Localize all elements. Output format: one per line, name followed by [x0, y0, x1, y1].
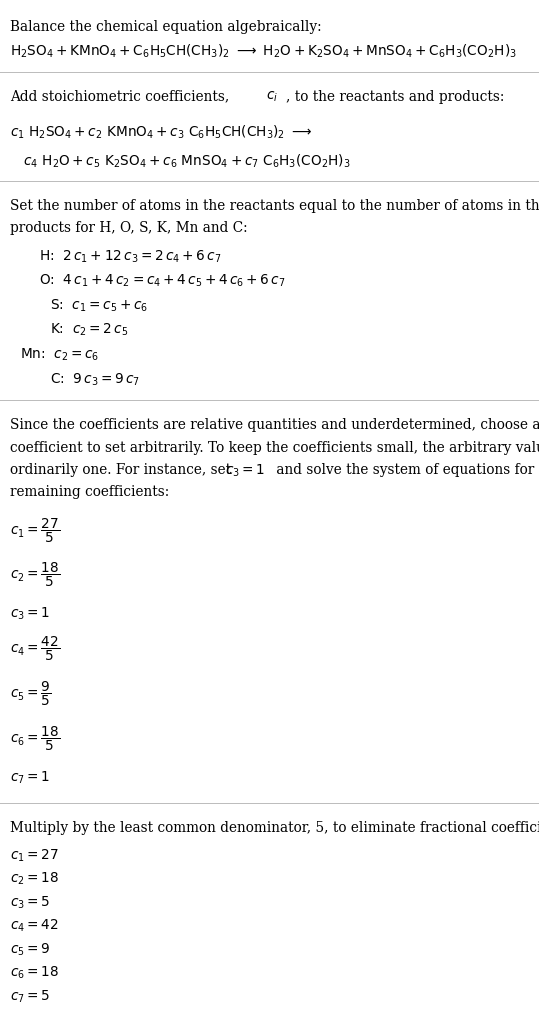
Text: Mn:  $c_2 = c_6$: Mn: $c_2 = c_6$ [20, 346, 100, 363]
Text: $\quad c_4\ \mathrm{H_2O} + c_5\ \mathrm{K_2SO_4} + c_6\ \mathrm{MnSO_4} + c_7\ : $\quad c_4\ \mathrm{H_2O} + c_5\ \mathrm… [10, 152, 350, 170]
Text: $c_3 = 1$: $c_3 = 1$ [10, 606, 50, 623]
Text: products for H, O, S, K, Mn and C:: products for H, O, S, K, Mn and C: [10, 221, 247, 236]
Text: $c_1\ \mathrm{H_2SO_4} + c_2\ \mathrm{KMnO_4} + c_3\ \mathrm{C_6H_5CH(CH_3)_2}\ : $c_1\ \mathrm{H_2SO_4} + c_2\ \mathrm{KM… [10, 123, 312, 140]
Text: $c_2 = \dfrac{18}{5}$: $c_2 = \dfrac{18}{5}$ [10, 561, 60, 589]
Text: and solve the system of equations for the: and solve the system of equations for th… [272, 463, 539, 477]
Text: $c_4 = 42$: $c_4 = 42$ [10, 917, 58, 934]
Text: , to the reactants and products:: , to the reactants and products: [286, 89, 505, 104]
Text: $c_3 = 5$: $c_3 = 5$ [10, 894, 50, 910]
Text: $c_7 = 5$: $c_7 = 5$ [10, 989, 50, 1005]
Text: Balance the chemical equation algebraically:: Balance the chemical equation algebraica… [10, 20, 321, 35]
Text: $c_5 = 9$: $c_5 = 9$ [10, 941, 50, 958]
Text: ordinarily one. For instance, set: ordinarily one. For instance, set [10, 463, 235, 477]
Text: $c_7 = 1$: $c_7 = 1$ [10, 769, 50, 785]
Text: $c_6 = 18$: $c_6 = 18$ [10, 964, 59, 981]
Text: C:  $9\,c_3 = 9\,c_7$: C: $9\,c_3 = 9\,c_7$ [50, 371, 140, 388]
Text: O:  $4\,c_1 + 4\,c_2 = c_4 + 4\,c_5 + 4\,c_6 + 6\,c_7$: O: $4\,c_1 + 4\,c_2 = c_4 + 4\,c_5 + 4\,… [39, 273, 286, 290]
Text: $c_1 = \dfrac{27}{5}$: $c_1 = \dfrac{27}{5}$ [10, 516, 60, 545]
Text: $c_i$: $c_i$ [266, 89, 278, 104]
Text: $c_2 = 18$: $c_2 = 18$ [10, 871, 59, 887]
Text: Multiply by the least common denominator, 5, to eliminate fractional coefficient: Multiply by the least common denominator… [10, 821, 539, 834]
Text: Since the coefficients are relative quantities and underdetermined, choose a: Since the coefficients are relative quan… [10, 419, 539, 432]
Text: K:  $c_2 = 2\,c_5$: K: $c_2 = 2\,c_5$ [50, 322, 128, 338]
Text: $c_5 = \dfrac{9}{5}$: $c_5 = \dfrac{9}{5}$ [10, 680, 51, 708]
Text: S:  $c_1 = c_5 + c_6$: S: $c_1 = c_5 + c_6$ [50, 298, 148, 314]
Text: $c_6 = \dfrac{18}{5}$: $c_6 = \dfrac{18}{5}$ [10, 724, 60, 753]
Text: $\mathrm{H_2SO_4 + KMnO_4 + C_6H_5CH(CH_3)_2 \ {\longrightarrow}\ H_2O + K_2SO_4: $\mathrm{H_2SO_4 + KMnO_4 + C_6H_5CH(CH_… [10, 43, 516, 60]
Text: Add stoichiometric coefficients,: Add stoichiometric coefficients, [10, 89, 233, 104]
Text: Set the number of atoms in the reactants equal to the number of atoms in the: Set the number of atoms in the reactants… [10, 199, 539, 213]
Text: H:  $2\,c_1 + 12\,c_3 = 2\,c_4 + 6\,c_7$: H: $2\,c_1 + 12\,c_3 = 2\,c_4 + 6\,c_7$ [39, 248, 222, 265]
Text: $c_4 = \dfrac{42}{5}$: $c_4 = \dfrac{42}{5}$ [10, 635, 60, 663]
Text: remaining coefficients:: remaining coefficients: [10, 486, 169, 499]
Text: coefficient to set arbitrarily. To keep the coefficients small, the arbitrary va: coefficient to set arbitrarily. To keep … [10, 441, 539, 454]
Text: $c_1 = 27$: $c_1 = 27$ [10, 847, 59, 864]
Text: $c_3 = 1$: $c_3 = 1$ [225, 463, 265, 480]
